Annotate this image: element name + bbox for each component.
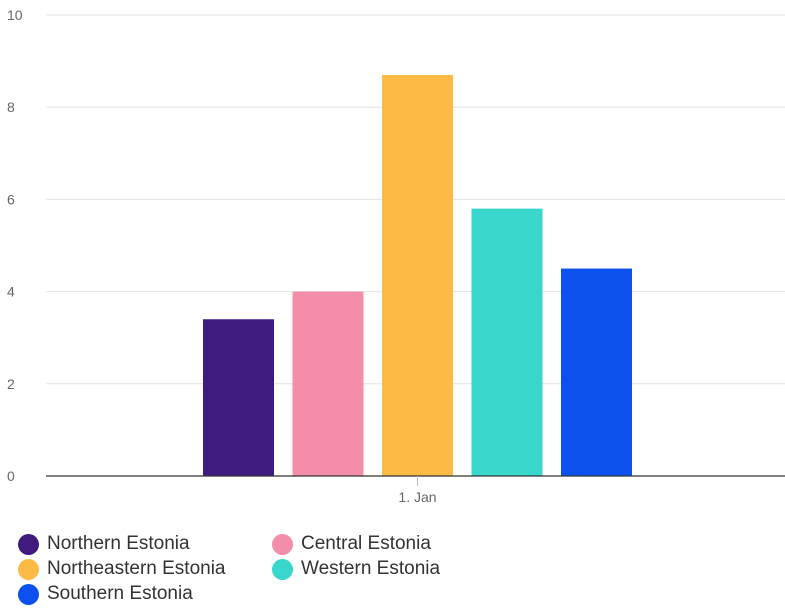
- y-axis-tick-label: 4: [7, 284, 15, 300]
- legend-item-central-estonia[interactable]: Central Estonia: [272, 532, 431, 556]
- bar-northern-estonia[interactable]: [203, 319, 274, 476]
- legend-swatch-central-estonia: [272, 533, 293, 555]
- y-axis-tick-label: 6: [7, 191, 15, 207]
- legend-swatch-northeastern-estonia: [18, 558, 39, 580]
- legend-item-western-estonia[interactable]: Western Estonia: [272, 557, 440, 581]
- bar-southern-estonia[interactable]: [561, 268, 632, 476]
- legend-swatch-western-estonia: [272, 558, 293, 580]
- y-axis-tick-label: 8: [7, 99, 15, 115]
- legend-item-northeastern-estonia[interactable]: Northeastern Estonia: [18, 557, 226, 581]
- y-axis-tick-labels: 0 2 4 6 8 10: [7, 7, 23, 484]
- bar-chart: 0 2 4 6 8 10 1. Jan: [7, 7, 785, 505]
- legend-label: Southern Estonia: [47, 583, 193, 604]
- legend-label: Central Estonia: [301, 533, 431, 554]
- legend-label: Western Estonia: [301, 558, 441, 579]
- bar-western-estonia[interactable]: [471, 208, 543, 476]
- y-axis-tick-label: 0: [7, 468, 15, 484]
- legend-swatch-northern-estonia: [18, 533, 39, 555]
- y-axis-tick-label: 2: [7, 376, 15, 392]
- bar-northeastern-estonia[interactable]: [382, 74, 453, 477]
- legend-item-southern-estonia[interactable]: Southern Estonia: [18, 582, 193, 606]
- legend-item-northern-estonia[interactable]: Northern Estonia: [18, 532, 190, 556]
- x-axis-tick-label: 1. Jan: [398, 489, 436, 505]
- bar-central-estonia[interactable]: [292, 291, 364, 476]
- legend-swatch-southern-estonia: [18, 583, 39, 605]
- bars: [203, 74, 632, 477]
- y-axis-tick-label: 10: [7, 7, 23, 23]
- legend-label: Northeastern Estonia: [47, 558, 226, 579]
- legend-label: Northern Estonia: [47, 533, 190, 554]
